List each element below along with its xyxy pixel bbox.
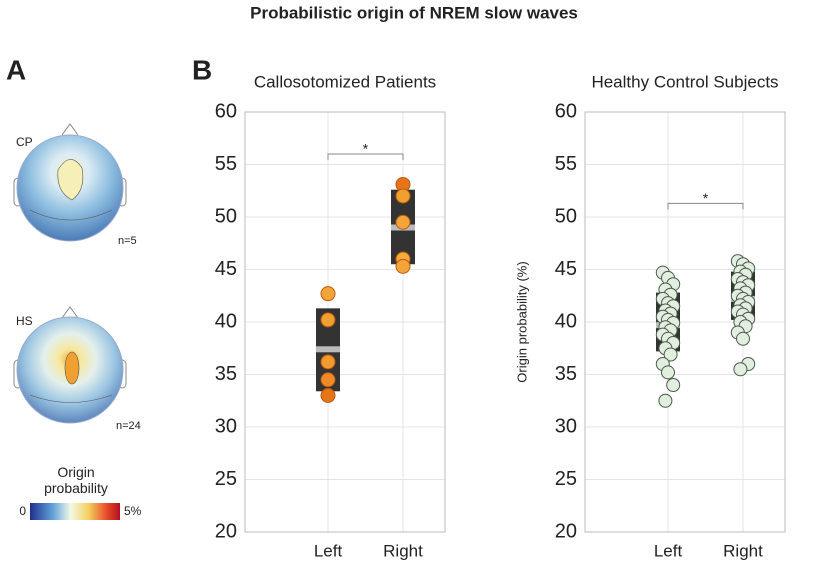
y-tick-label: 20 bbox=[215, 520, 237, 542]
point bbox=[320, 372, 336, 388]
topomap bbox=[13, 123, 127, 242]
x-tick-label: Left bbox=[654, 541, 683, 560]
point bbox=[733, 362, 748, 377]
y-tick-label: 40 bbox=[215, 310, 237, 332]
significance-label: * bbox=[363, 141, 369, 157]
map-n: n=24 bbox=[116, 420, 141, 432]
x-tick-label: Right bbox=[383, 541, 423, 560]
plot-frame bbox=[244, 111, 446, 533]
chart-title: Healthy Control Subjects bbox=[591, 72, 778, 91]
colorbar-tick-label: 5% bbox=[124, 504, 142, 518]
y-tick-label: 30 bbox=[555, 415, 577, 437]
colorbar-title: Origin probability bbox=[44, 464, 108, 496]
y-tick-label: 25 bbox=[555, 468, 577, 490]
topomap bbox=[13, 306, 127, 424]
point bbox=[395, 258, 411, 274]
median bbox=[316, 346, 340, 353]
point bbox=[736, 331, 750, 346]
x-tick-label: Left bbox=[314, 541, 343, 560]
y-tick-label: 45 bbox=[215, 258, 237, 280]
y-tick-label: 35 bbox=[215, 363, 237, 385]
chart-title: Callosotomized Patients bbox=[254, 72, 436, 91]
y-tick-label: 55 bbox=[555, 153, 577, 175]
map-label: HS bbox=[16, 314, 33, 328]
point bbox=[666, 378, 681, 392]
y-tick-label: 60 bbox=[215, 100, 237, 122]
map-n: n=5 bbox=[118, 235, 137, 247]
point bbox=[663, 347, 678, 362]
y-tick-label: 55 bbox=[215, 153, 237, 175]
y-tick-label: 25 bbox=[215, 468, 237, 490]
plot-frame bbox=[584, 111, 786, 533]
point bbox=[320, 286, 336, 302]
y-tick-label: 20 bbox=[555, 520, 577, 542]
colorbar-tick-label: 0 bbox=[19, 504, 26, 518]
y-tick-label: 30 bbox=[215, 415, 237, 437]
map-label: CP bbox=[16, 135, 33, 149]
panel-label: A bbox=[6, 54, 26, 85]
point bbox=[320, 312, 336, 328]
point bbox=[395, 188, 411, 204]
point bbox=[320, 388, 336, 403]
significance-bracket bbox=[667, 202, 744, 210]
point bbox=[661, 365, 675, 380]
significance-label: * bbox=[703, 190, 709, 206]
colorbar bbox=[30, 503, 120, 520]
point bbox=[395, 214, 411, 230]
y-tick-label: 40 bbox=[555, 310, 577, 332]
y-tick-label: 45 bbox=[555, 258, 577, 280]
point bbox=[320, 354, 336, 370]
x-tick-label: Right bbox=[723, 541, 763, 560]
y-tick-label: 50 bbox=[215, 205, 237, 227]
y-tick-label: 50 bbox=[555, 205, 577, 227]
y-axis-label: Origin probability (%) bbox=[514, 261, 529, 382]
y-tick-label: 60 bbox=[555, 100, 577, 122]
panel-label: B bbox=[192, 54, 212, 85]
point bbox=[658, 393, 673, 408]
significance-bracket bbox=[327, 153, 404, 160]
figure-title: Probabilistic origin of NREM slow waves bbox=[250, 3, 578, 22]
y-tick-label: 35 bbox=[555, 363, 577, 385]
